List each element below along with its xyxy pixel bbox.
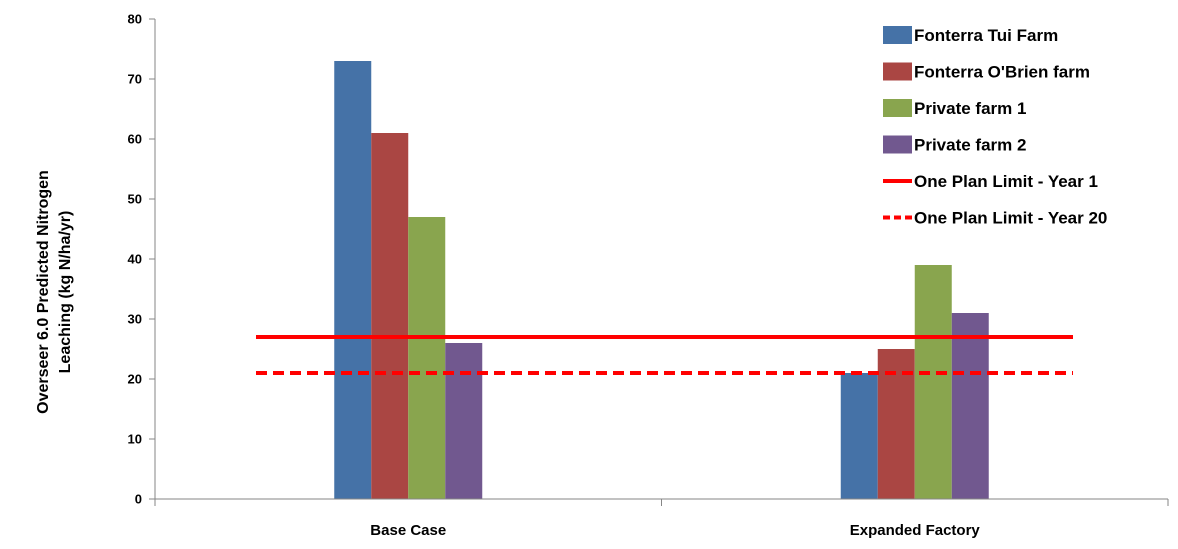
reference-lines [256, 335, 1073, 375]
y-tick-label: 80 [128, 12, 142, 27]
y-tick-label: 10 [128, 432, 142, 447]
y-axis-title-line-2: Leaching (kg N/ha/yr) [57, 211, 74, 374]
legend-swatch [883, 62, 912, 81]
legend-label: Fonterra Tui Farm [914, 26, 1058, 45]
bar-group [334, 61, 989, 499]
y-tick-label: 50 [128, 192, 142, 207]
y-tick-label: 70 [128, 72, 142, 87]
bar [445, 343, 483, 499]
legend-swatch [883, 26, 912, 44]
legend-label: Fonterra O'Brien farm [914, 63, 1090, 82]
legend-swatch [883, 99, 912, 117]
legend-label: Private farm 1 [914, 99, 1026, 118]
bar [408, 217, 446, 499]
y-tick-label: 40 [128, 252, 142, 267]
legend-swatch [883, 135, 912, 154]
bar [334, 61, 372, 499]
y-axis-title-line-1: Overseer 6.0 Predicted Nitrogen [35, 170, 52, 414]
y-tick-label: 30 [128, 312, 142, 327]
y-tick-label: 20 [128, 372, 142, 387]
y-axis-title: Overseer 6.0 Predicted Nitrogen Leaching… [35, 170, 74, 414]
bar [840, 373, 878, 499]
legend-label: One Plan Limit - Year 20 [914, 209, 1107, 228]
legend-label: Private farm 2 [914, 136, 1026, 155]
x-category-label: Base Case [370, 522, 446, 539]
y-axis: 0 10 20 30 40 50 60 70 80 [128, 12, 156, 507]
legend: Fonterra Tui Farm Fonterra O'Brien farm Pr… [883, 26, 1107, 228]
legend-label: One Plan Limit - Year 1 [914, 172, 1098, 191]
bar [951, 313, 989, 499]
x-axis: Base Case Expanded Factory [154, 498, 1169, 539]
bar [914, 265, 952, 499]
y-tick-label: 60 [128, 132, 142, 147]
y-tick-label: 0 [135, 492, 142, 507]
bar [371, 133, 409, 499]
x-category-label: Expanded Factory [850, 522, 981, 539]
